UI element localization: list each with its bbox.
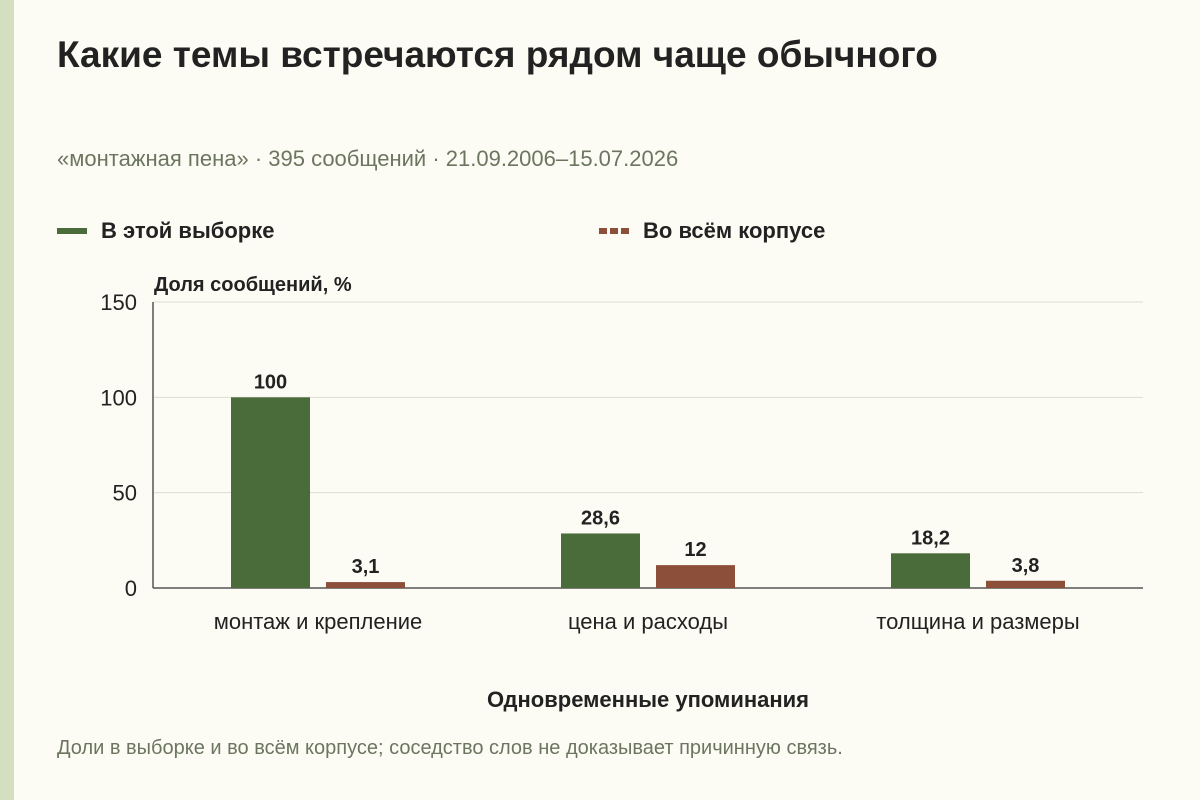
bar-corpus [656, 565, 735, 588]
chart-subtitle: «монтажная пена» · 395 сообщений · 21.09… [57, 146, 679, 171]
bar-value-label: 100 [254, 371, 287, 393]
y-axis-title: Доля сообщений, % [154, 274, 352, 296]
bar-corpus [986, 580, 1065, 588]
legend-item-corpus: Во всём корпусе [599, 218, 825, 244]
bar-value-label: 18,2 [911, 527, 950, 549]
bar-sample [231, 397, 310, 588]
x-category-label: монтаж и крепление [214, 609, 423, 634]
chart-title: Какие темы встречаются рядом чаще обычно… [57, 34, 938, 75]
legend-swatch-dashed-icon [599, 228, 629, 234]
bar-value-label: 12 [684, 539, 706, 561]
y-tick-label: 50 [113, 481, 137, 506]
y-tick-label: 150 [100, 290, 137, 315]
bar-sample [891, 553, 970, 588]
x-category-label: цена и расходы [568, 609, 728, 634]
x-axis-title: Одновременные упоминания [487, 687, 809, 712]
y-tick-label: 100 [100, 385, 137, 410]
legend-swatch-solid-icon [57, 228, 87, 234]
legend-label-corpus: Во всём корпусе [643, 218, 826, 243]
legend-label-sample: В этой выборке [101, 218, 275, 243]
footnote: Доли в выборке и во всём корпусе; соседс… [57, 737, 843, 759]
y-tick-label: 0 [125, 576, 137, 601]
legend-item-sample: В этой выборке [57, 218, 274, 244]
bar-corpus [326, 582, 405, 588]
bar-value-label: 3,8 [1012, 555, 1040, 577]
left-accent-strip [0, 0, 14, 800]
x-category-label: толщина и размеры [876, 609, 1079, 634]
bar-sample [561, 533, 640, 588]
bar-value-label: 28,6 [581, 507, 620, 529]
bar-value-label: 3,1 [352, 556, 380, 578]
